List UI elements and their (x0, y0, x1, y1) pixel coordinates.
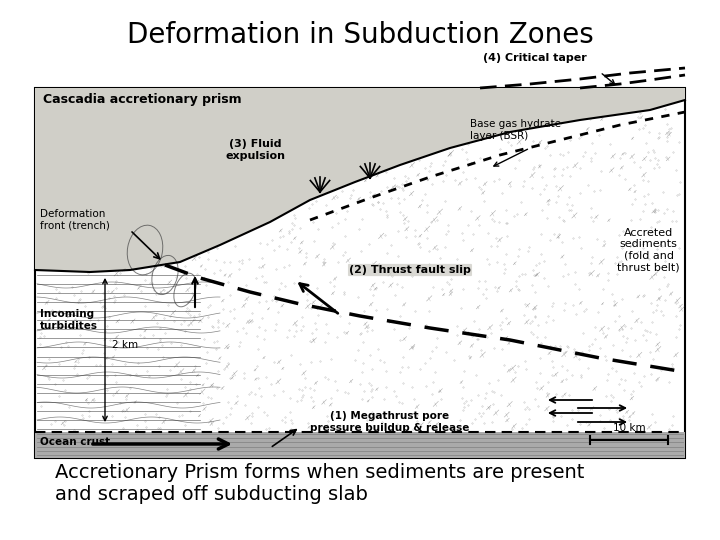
Text: (1) Megathrust pore
pressure buildup & release: (1) Megathrust pore pressure buildup & r… (310, 411, 469, 433)
Text: Deformation
front (trench): Deformation front (trench) (40, 209, 110, 231)
Text: 10 km: 10 km (613, 423, 645, 433)
Text: 2 km: 2 km (112, 340, 138, 350)
Bar (35, 88, 685, 458)
Text: (3) Fluid
expulsion: (3) Fluid expulsion (225, 139, 285, 161)
Text: Accretionary Prism forms when sediments are present: Accretionary Prism forms when sediments … (55, 462, 585, 482)
Text: Base gas hydrate
layer (BSR): Base gas hydrate layer (BSR) (470, 119, 561, 141)
Text: Accreted
sediments
(fold and
thrust belt): Accreted sediments (fold and thrust belt… (617, 227, 680, 272)
Polygon shape (35, 88, 685, 272)
Text: Deformation in Subduction Zones: Deformation in Subduction Zones (127, 21, 593, 49)
Text: and scraped off subducting slab: and scraped off subducting slab (55, 485, 368, 504)
Text: Cascadia accretionary prism: Cascadia accretionary prism (43, 93, 242, 106)
Text: Ocean crust: Ocean crust (40, 437, 110, 447)
Text: (4) Critical taper: (4) Critical taper (483, 53, 587, 63)
Bar (35, 432, 685, 458)
Text: Incoming
turbidites: Incoming turbidites (40, 309, 98, 331)
Text: (2) Thrust fault slip: (2) Thrust fault slip (349, 265, 471, 275)
